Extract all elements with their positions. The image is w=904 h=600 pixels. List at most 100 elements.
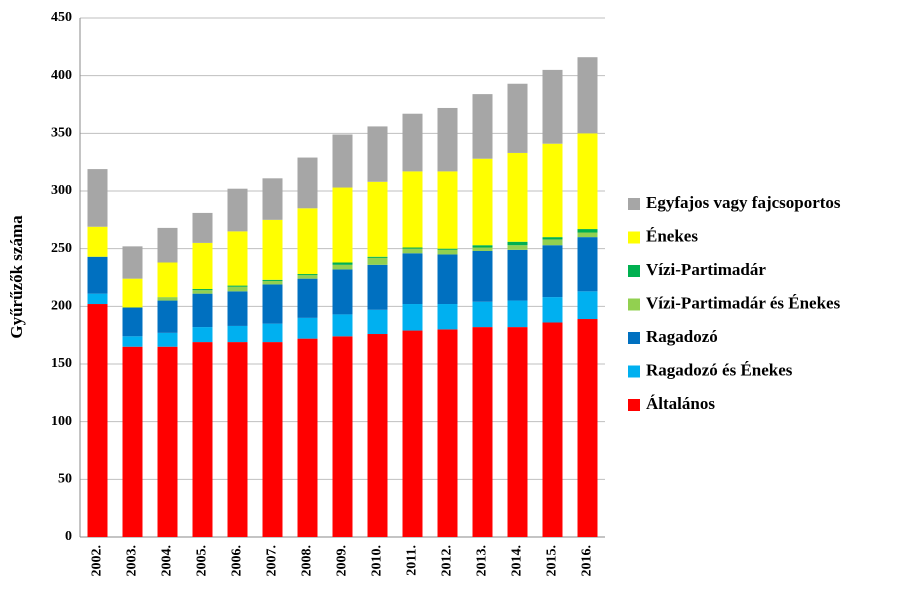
- legend-swatch: [628, 399, 640, 411]
- bar-segment: [402, 171, 423, 248]
- bar-segment: [367, 309, 388, 335]
- bar-segment: [227, 325, 248, 343]
- bar-segment: [297, 317, 318, 339]
- bar-segment: [192, 212, 213, 243]
- x-tick-label: 2002.: [90, 545, 105, 577]
- bar-segment: [367, 264, 388, 310]
- bar-segment: [507, 327, 528, 537]
- bar-segment: [157, 262, 178, 298]
- x-tick-label: 2010.: [370, 545, 385, 577]
- bar-segment: [297, 274, 318, 276]
- bar-segment: [262, 323, 283, 343]
- bar-segment: [332, 187, 353, 263]
- bar-segment: [262, 219, 283, 280]
- legend-label: Vízi-Partimadár: [646, 260, 766, 279]
- y-tick-label: 0: [65, 529, 72, 544]
- bar-segment: [262, 178, 283, 220]
- bar-segment: [437, 107, 458, 172]
- legend-swatch: [628, 198, 640, 210]
- bar-segment: [437, 304, 458, 330]
- bar-segment: [507, 300, 528, 328]
- y-axis-label: Gyűrűzők száma: [7, 215, 26, 339]
- x-tick-label: 2016.: [580, 545, 595, 577]
- legend-label: Ragadozó: [646, 327, 718, 346]
- bar-segment: [122, 346, 143, 537]
- bar-segment: [192, 293, 213, 328]
- bar-segment: [332, 336, 353, 537]
- x-tick-label: 2011.: [405, 545, 420, 576]
- bar-segment: [437, 254, 458, 305]
- bar-segment: [472, 247, 493, 251]
- bar-segment: [192, 342, 213, 537]
- x-tick-label: 2008.: [300, 545, 315, 577]
- y-tick-label: 250: [51, 241, 72, 256]
- bar-segment: [472, 250, 493, 302]
- bar-segment: [192, 327, 213, 343]
- bar-segment: [122, 336, 143, 347]
- y-tick-label: 450: [51, 10, 72, 25]
- bar-segment: [262, 284, 283, 324]
- bar-segment: [262, 342, 283, 537]
- bar-segment: [542, 239, 563, 246]
- bar-segment: [472, 245, 493, 248]
- x-tick-label: 2012.: [440, 545, 455, 577]
- x-tick-label: 2007.: [265, 545, 280, 577]
- bar-segment: [157, 300, 178, 333]
- bar-segment: [262, 279, 283, 281]
- bar-segment: [437, 249, 458, 255]
- bar-segment: [402, 253, 423, 305]
- bar-segment: [332, 314, 353, 337]
- bar-segment: [367, 334, 388, 537]
- bar-segment: [507, 152, 528, 242]
- bar-segment: [402, 304, 423, 331]
- bar-segment: [367, 257, 388, 265]
- bar-segment: [367, 126, 388, 182]
- legend-swatch: [628, 332, 640, 344]
- bar-segment: [157, 227, 178, 263]
- bar-segment: [542, 245, 563, 298]
- bar-segment: [122, 307, 143, 337]
- bar-segment: [87, 256, 108, 294]
- legend-swatch: [628, 231, 640, 244]
- bar-segment: [227, 286, 248, 292]
- x-tick-label: 2013.: [475, 545, 490, 577]
- bar-segment: [297, 278, 318, 318]
- bar-segment: [122, 246, 143, 279]
- bar-segment: [332, 134, 353, 188]
- bar-segment: [577, 57, 598, 134]
- bar-segment: [507, 83, 528, 153]
- legend-swatch: [628, 365, 640, 378]
- bar-segment: [227, 231, 248, 286]
- bar-segment: [542, 143, 563, 238]
- bar-segment: [472, 301, 493, 328]
- legend-label: Vízi-Partimadár és Énekes: [646, 293, 841, 312]
- bar-segment: [297, 208, 318, 275]
- bar-segment: [542, 297, 563, 323]
- x-tick-label: 2009.: [335, 545, 350, 577]
- bar-segment: [542, 237, 563, 240]
- bar-segment: [367, 256, 388, 258]
- bar-segment: [87, 169, 108, 227]
- x-tick-label: 2006.: [230, 545, 245, 577]
- bar-segment: [87, 293, 108, 305]
- bar-segment: [577, 319, 598, 537]
- legend-label: Énekes: [646, 226, 698, 245]
- bar-segment: [262, 280, 283, 285]
- bar-segment: [227, 291, 248, 326]
- bar-segment: [542, 322, 563, 537]
- bar-segment: [122, 278, 143, 308]
- y-tick-label: 350: [51, 126, 72, 141]
- bar-segment: [367, 181, 388, 257]
- x-tick-label: 2014.: [510, 545, 525, 577]
- bar-segment: [157, 297, 178, 301]
- bar-segment: [577, 237, 598, 292]
- legend-label: Ragadozó és Énekes: [646, 360, 793, 379]
- bar-segment: [332, 262, 353, 265]
- bar-segment: [437, 329, 458, 537]
- x-tick-label: 2005.: [195, 545, 210, 577]
- bar-segment: [402, 113, 423, 172]
- bar-segment: [577, 133, 598, 230]
- legend-swatch: [628, 298, 640, 311]
- bar-segment: [192, 289, 213, 291]
- bar-segment: [577, 229, 598, 233]
